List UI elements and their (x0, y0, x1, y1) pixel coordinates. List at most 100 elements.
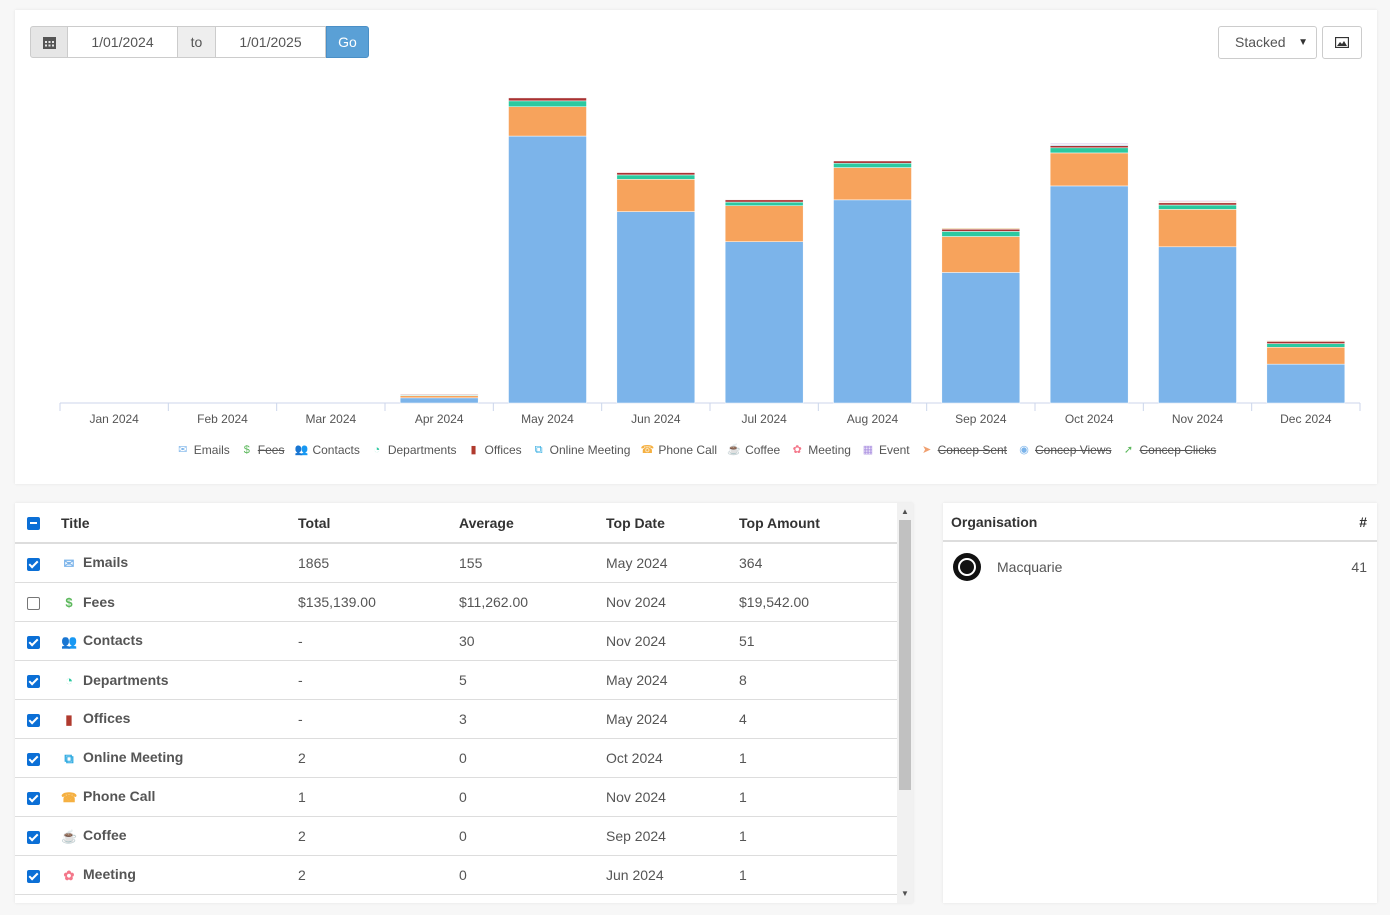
col-average[interactable]: Average (459, 503, 606, 544)
cell-total: 1865 (298, 543, 459, 583)
bar-segment-contacts[interactable] (724, 205, 804, 242)
cell-total: - (298, 699, 459, 739)
bar-segment-offices[interactable] (616, 172, 696, 176)
cell-top-date: May 2024 (606, 660, 739, 700)
bar-segment-emails[interactable] (941, 272, 1021, 404)
bar-segment-emails[interactable] (1158, 246, 1237, 404)
bar-segment-emails[interactable] (1049, 185, 1129, 404)
col-top-amount[interactable]: Top Amount (739, 503, 897, 544)
chart-mode-select[interactable]: Stacked ▼ (1218, 26, 1317, 59)
bar-segment-contacts[interactable] (616, 179, 696, 212)
row-checkbox[interactable] (27, 713, 40, 727)
legend-item-coffee[interactable]: ☕ Coffee (727, 443, 780, 457)
col-total[interactable]: Total (298, 503, 459, 544)
bar-segment-event[interactable] (1049, 143, 1129, 145)
bar-segment-contacts[interactable] (1266, 347, 1346, 365)
bar-segment-departments[interactable] (941, 231, 1021, 237)
legend-item-concep-clicks[interactable]: ➚ Concep Clicks (1122, 443, 1216, 457)
bar-segment-contacts[interactable] (1049, 152, 1129, 187)
calendar-button[interactable] (30, 26, 68, 58)
bar-segment-emails[interactable] (616, 211, 696, 404)
bar-segment-emails[interactable] (399, 397, 479, 404)
bar-segment-contacts[interactable] (508, 106, 587, 137)
row-checkbox[interactable] (27, 869, 40, 883)
legend-item-online-meeting[interactable]: ⧉ Online Meeting (532, 443, 631, 457)
export-image-button[interactable] (1322, 26, 1362, 59)
legend-item-phone-call[interactable]: ☎ Phone Call (640, 443, 718, 457)
row-title: Coffee (83, 827, 127, 844)
legend-item-offices[interactable]: ▮ Offices (467, 443, 522, 457)
date-to-input[interactable]: 1/01/2025 (216, 26, 326, 58)
legend-item-concep-sent[interactable]: ➤ Concep Sent (920, 443, 1007, 457)
x-axis-tick-label: Apr 2024 (415, 412, 464, 426)
row-checkbox[interactable] (27, 830, 40, 844)
bar-segment-offices[interactable] (833, 160, 912, 164)
bar-segment-emails[interactable] (833, 199, 912, 404)
row-checkbox[interactable] (27, 752, 40, 766)
organisation-column-label[interactable]: Organisation (951, 513, 1038, 530)
bar-segment-contacts[interactable] (1158, 209, 1237, 248)
scroll-thumb[interactable] (899, 520, 911, 790)
bar-segment-departments[interactable] (508, 100, 587, 107)
bar-segment-contacts[interactable] (833, 167, 912, 201)
bar-segment-offices[interactable] (724, 199, 804, 203)
bar-segment-offices[interactable] (508, 97, 587, 102)
legend-item-emails[interactable]: ✉ Emails (176, 443, 230, 457)
bar-segment-offices[interactable] (1158, 202, 1237, 206)
bar-segment-departments[interactable] (1266, 343, 1346, 348)
bar-segment-emails[interactable] (724, 241, 804, 404)
bar-segment-emails[interactable] (1266, 363, 1346, 404)
count-column-label[interactable]: # (1359, 513, 1367, 530)
bar-segment-coffee[interactable] (1266, 340, 1346, 342)
legend-label: Emails (193, 443, 230, 457)
row-checkbox[interactable] (27, 596, 40, 610)
organisation-name[interactable]: Macquarie (997, 559, 1063, 575)
scroll-down-arrow-icon[interactable]: ▼ (901, 889, 909, 898)
date-from-input[interactable]: 1/01/2024 (68, 26, 178, 58)
bar-segment-offices[interactable] (1266, 341, 1346, 344)
row-checkbox[interactable] (27, 635, 40, 649)
row-checkbox[interactable] (27, 557, 40, 571)
legend-item-concep-views[interactable]: ◉ Concep Views (1017, 443, 1112, 457)
bar-segment-departments[interactable] (1049, 147, 1129, 154)
pie-chart-icon: ◔ (65, 673, 73, 689)
building-icon: ▮ (470, 444, 477, 456)
legend-item-contacts[interactable]: 👥 Contacts (294, 443, 360, 457)
bar-segment-departments[interactable] (1158, 204, 1237, 210)
select-all-checkbox[interactable] (27, 517, 40, 531)
bar-segment-departments[interactable] (616, 174, 696, 180)
legend-item-fees[interactable]: $ Fees (240, 443, 285, 457)
x-axis-tick-label: Aug 2024 (847, 412, 899, 426)
go-button[interactable]: Go (326, 26, 369, 58)
col-top-date[interactable]: Top Date (606, 503, 739, 544)
legend-item-meeting[interactable]: ✿ Meeting (790, 443, 851, 457)
table-scrollbar[interactable]: ▲ ▼ (897, 503, 913, 903)
table-header-row: Title Total Average Top Date Top Amount (15, 503, 897, 544)
x-axis-tick-label: May 2024 (521, 412, 574, 426)
cell-average: 0 (459, 777, 606, 817)
bar-segment-departments[interactable] (724, 201, 804, 206)
bar-segment-emails[interactable] (508, 135, 587, 404)
legend-item-event[interactable]: ▦ Event (861, 443, 910, 457)
scroll-up-arrow-icon[interactable]: ▲ (901, 507, 909, 516)
bar-segment-contacts[interactable] (399, 395, 479, 399)
bar-segment-offices[interactable] (1049, 145, 1129, 149)
legend-item-departments[interactable]: ◔ Departments (370, 443, 457, 457)
organisation-logo (953, 553, 981, 581)
col-title[interactable]: Title (61, 503, 298, 544)
legend-label: Phone Call (658, 443, 718, 457)
bar-segment-departments[interactable] (833, 162, 912, 168)
bar-segment-coffee[interactable] (941, 228, 1021, 230)
bar-segment-meeting[interactable] (616, 171, 696, 173)
organisation-row[interactable]: Macquarie 41 (943, 542, 1377, 592)
bar-segment-offices[interactable] (941, 228, 1021, 232)
cell-average: 155 (459, 543, 606, 583)
legend-label: Concep Views (1035, 443, 1112, 457)
row-checkbox[interactable] (27, 791, 40, 805)
bar-segment-offices[interactable] (399, 393, 479, 396)
phone-icon: ☎ (61, 789, 78, 805)
table-row: 👥 Contacts -30 Nov 2024 51 (15, 621, 897, 661)
bar-segment-contacts[interactable] (941, 236, 1021, 273)
bar-segment-event[interactable] (1158, 200, 1237, 202)
row-checkbox[interactable] (27, 674, 40, 688)
